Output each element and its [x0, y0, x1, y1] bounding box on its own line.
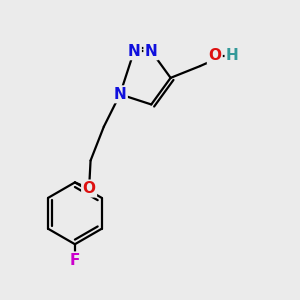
Text: O: O	[82, 181, 96, 196]
Text: N: N	[128, 44, 140, 59]
Text: O: O	[208, 48, 221, 63]
Text: N: N	[145, 44, 158, 59]
Text: F: F	[70, 253, 80, 268]
Text: N: N	[114, 87, 126, 102]
Text: H: H	[226, 48, 239, 63]
